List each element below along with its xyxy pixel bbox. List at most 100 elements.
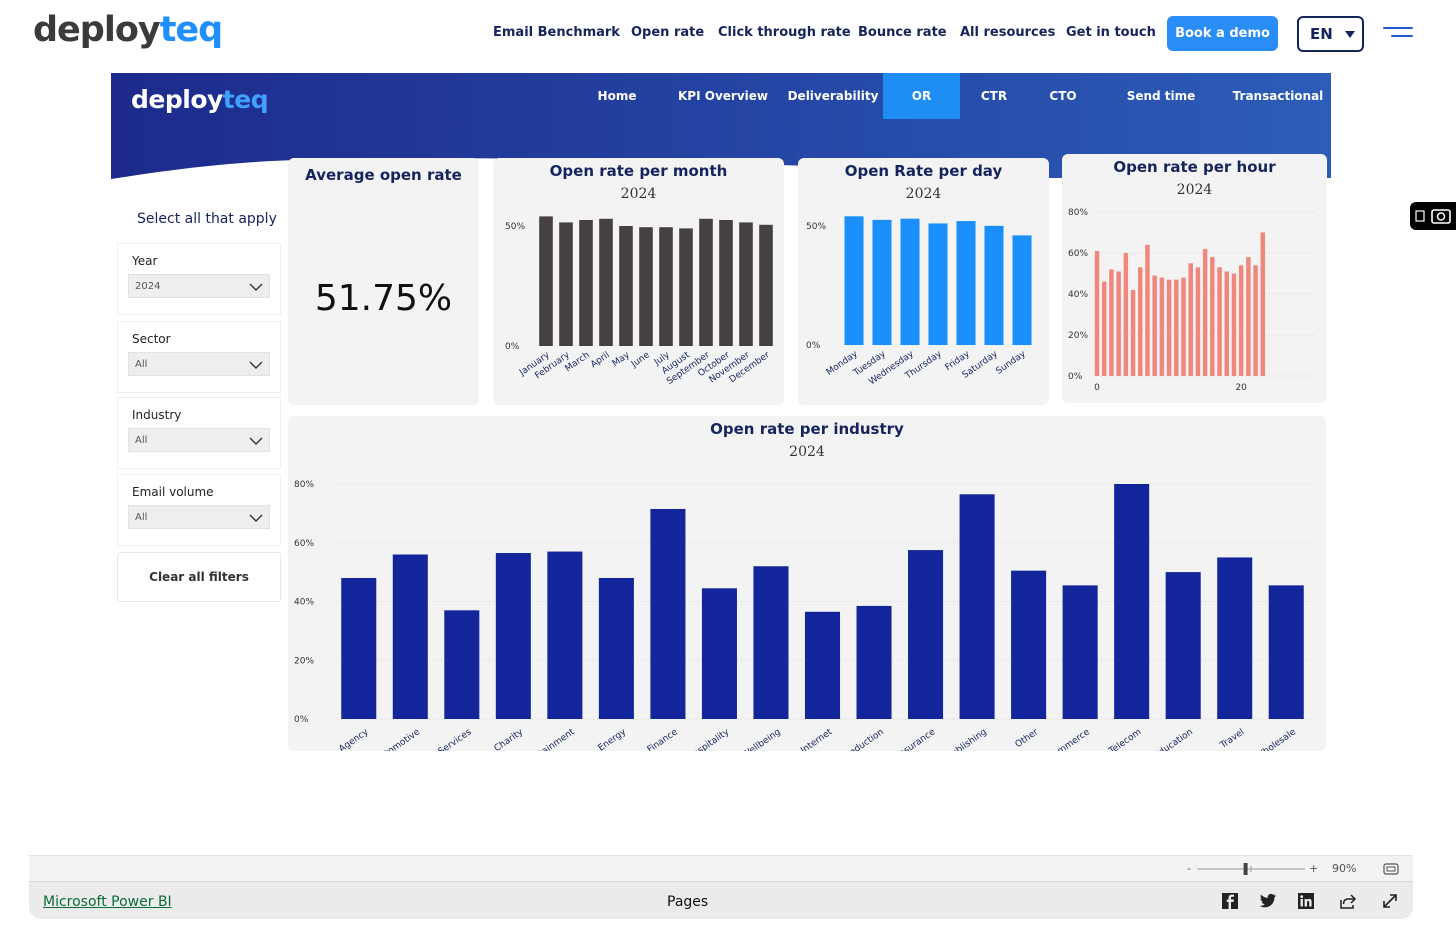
fit-to-page-icon[interactable] bbox=[1383, 863, 1399, 875]
bar[interactable] bbox=[1246, 257, 1251, 376]
bar[interactable] bbox=[1165, 572, 1201, 719]
bar[interactable] bbox=[1114, 484, 1150, 719]
bar[interactable] bbox=[495, 553, 531, 719]
x-tick-label: 0 bbox=[1094, 383, 1100, 393]
bar[interactable] bbox=[598, 578, 634, 719]
sector-dropdown[interactable]: All bbox=[128, 352, 270, 376]
chevron-down-icon bbox=[249, 361, 263, 369]
pages-button[interactable]: Pages bbox=[667, 894, 709, 910]
nav-open-rate[interactable]: Open rate bbox=[631, 25, 705, 40]
bar[interactable] bbox=[1166, 279, 1172, 376]
clear-all-filters-button[interactable]: Clear all filters bbox=[117, 552, 281, 602]
bar[interactable] bbox=[1012, 235, 1032, 345]
nav-email-benchmark[interactable]: Email Benchmark bbox=[493, 25, 620, 40]
bar[interactable] bbox=[1268, 585, 1304, 719]
bar[interactable] bbox=[928, 223, 948, 345]
language-select[interactable]: EN bbox=[1297, 16, 1364, 52]
bar[interactable] bbox=[539, 216, 553, 346]
bar[interactable] bbox=[1152, 275, 1157, 376]
bar[interactable] bbox=[804, 611, 841, 719]
bar[interactable] bbox=[1217, 557, 1253, 719]
bar[interactable] bbox=[559, 222, 573, 346]
bar[interactable] bbox=[1260, 232, 1266, 377]
bar[interactable] bbox=[619, 226, 633, 346]
bar[interactable] bbox=[1210, 257, 1215, 376]
bar[interactable] bbox=[1238, 265, 1244, 376]
tab-ctr[interactable]: CTR bbox=[980, 89, 1008, 103]
bar[interactable] bbox=[719, 220, 733, 346]
facebook-icon[interactable] bbox=[1221, 892, 1239, 910]
linkedin-icon[interactable] bbox=[1297, 892, 1315, 910]
bar[interactable] bbox=[1231, 273, 1237, 377]
bar[interactable] bbox=[956, 221, 976, 345]
nav-get-in-touch[interactable]: Get in touch bbox=[1066, 25, 1156, 40]
bar[interactable] bbox=[1109, 269, 1114, 376]
bar[interactable] bbox=[984, 225, 1004, 345]
email-volume-dropdown[interactable]: All bbox=[128, 505, 270, 529]
book-demo-button[interactable]: Book a demo bbox=[1167, 16, 1278, 51]
expand-icon[interactable] bbox=[1381, 892, 1399, 910]
tab-deliverability[interactable]: Deliverability bbox=[787, 89, 879, 103]
bar[interactable] bbox=[1123, 253, 1129, 376]
zoom-slider[interactable] bbox=[1197, 862, 1305, 876]
bar[interactable] bbox=[1174, 279, 1179, 376]
bar[interactable] bbox=[759, 224, 773, 346]
bar[interactable] bbox=[639, 227, 653, 346]
site-logo[interactable]: deployteq bbox=[33, 10, 223, 50]
bar[interactable] bbox=[1188, 263, 1193, 376]
bar[interactable] bbox=[900, 218, 920, 345]
bar[interactable] bbox=[1101, 281, 1107, 376]
bar[interactable] bbox=[1145, 244, 1150, 376]
tab-cto[interactable]: CTO bbox=[1049, 89, 1077, 103]
bar[interactable] bbox=[1217, 267, 1222, 376]
share-icon[interactable] bbox=[1339, 892, 1357, 910]
bar[interactable] bbox=[701, 588, 737, 719]
bar[interactable] bbox=[739, 222, 753, 346]
twitter-icon[interactable] bbox=[1259, 892, 1277, 910]
zoom-out-button[interactable]: - bbox=[1187, 862, 1191, 875]
bar[interactable] bbox=[599, 218, 613, 346]
bar[interactable] bbox=[1062, 585, 1098, 719]
bar[interactable] bbox=[1181, 277, 1186, 376]
nav-all-resources[interactable]: All resources bbox=[960, 25, 1056, 40]
bar[interactable] bbox=[844, 216, 864, 345]
bar[interactable] bbox=[392, 554, 428, 720]
bar[interactable] bbox=[1195, 267, 1201, 376]
bar[interactable] bbox=[959, 494, 995, 719]
bar[interactable] bbox=[650, 508, 686, 719]
nav-click-through-rate[interactable]: Click through rate bbox=[718, 25, 851, 40]
bar[interactable] bbox=[444, 610, 480, 719]
bar[interactable] bbox=[908, 550, 944, 719]
bar[interactable] bbox=[547, 551, 583, 719]
bar[interactable] bbox=[1138, 267, 1143, 376]
tab-kpi-overview[interactable]: KPI Overview bbox=[678, 89, 768, 103]
bar[interactable] bbox=[1130, 289, 1136, 376]
tab-transactional[interactable]: Transactional bbox=[1232, 89, 1324, 103]
nav-bounce-rate[interactable]: Bounce rate bbox=[858, 25, 947, 40]
hamburger-menu-icon[interactable] bbox=[1383, 27, 1413, 39]
year-dropdown[interactable]: 2024 bbox=[128, 274, 270, 298]
industry-dropdown[interactable]: All bbox=[128, 428, 270, 452]
screenshot-camera-icon[interactable] bbox=[1410, 202, 1456, 230]
bar[interactable] bbox=[579, 220, 593, 346]
bar[interactable] bbox=[1202, 248, 1208, 376]
bar[interactable] bbox=[699, 218, 713, 346]
bar[interactable] bbox=[659, 227, 673, 346]
bar[interactable] bbox=[679, 228, 693, 346]
bar[interactable] bbox=[753, 566, 789, 719]
tab-home[interactable]: Home bbox=[597, 89, 637, 103]
bar[interactable] bbox=[856, 605, 892, 719]
microsoft-powerbi-link[interactable]: Microsoft Power BI bbox=[43, 894, 172, 910]
bar[interactable] bbox=[1224, 271, 1229, 376]
bar[interactable] bbox=[872, 219, 892, 345]
bar[interactable] bbox=[1116, 271, 1121, 376]
bar[interactable] bbox=[341, 578, 377, 719]
tab-or[interactable]: OR bbox=[883, 73, 960, 119]
bar[interactable] bbox=[1011, 570, 1047, 719]
bar[interactable] bbox=[1253, 265, 1258, 376]
zoom-in-button[interactable]: + bbox=[1309, 862, 1319, 875]
tab-send-time[interactable]: Send time bbox=[1126, 89, 1196, 103]
bar[interactable] bbox=[1159, 277, 1165, 376]
bar[interactable] bbox=[1094, 250, 1100, 376]
email-volume-value: All bbox=[135, 512, 148, 523]
